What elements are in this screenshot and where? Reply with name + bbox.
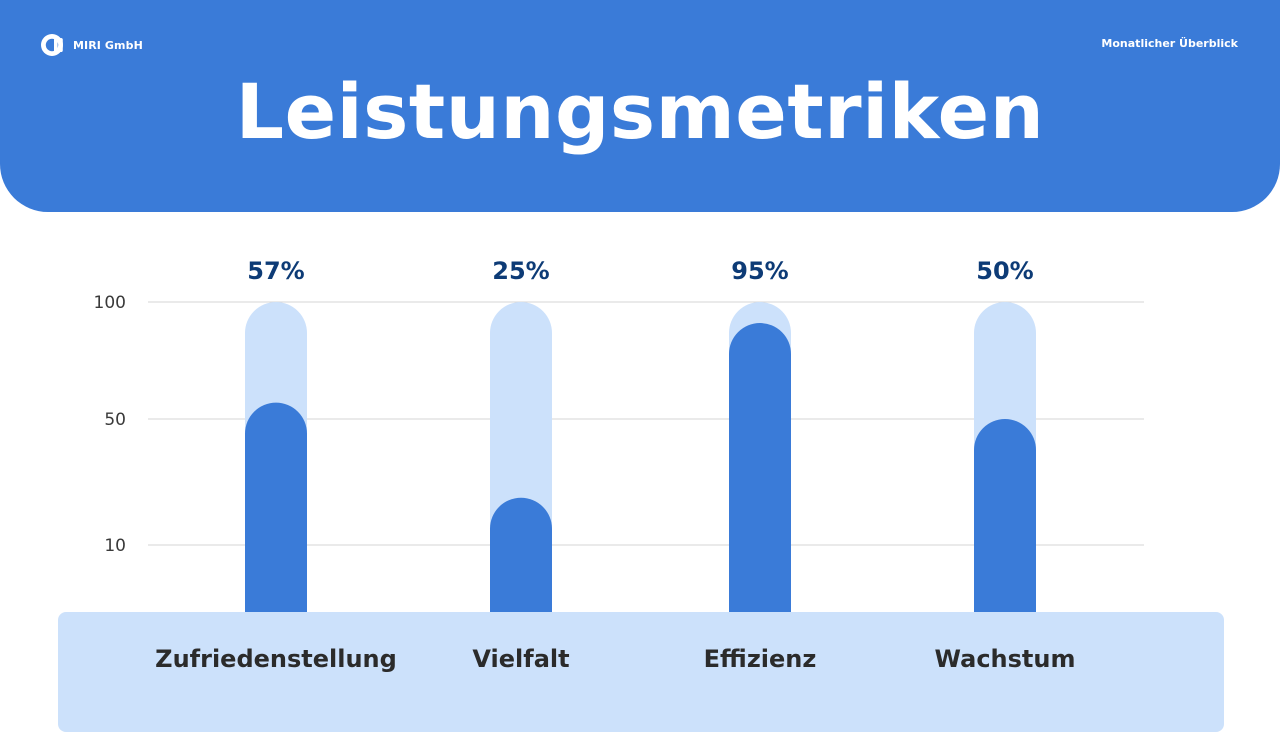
bar (490, 497, 552, 612)
miri-logo-icon (41, 34, 63, 56)
header-banner: MIRI GmbH Monatlicher Überblick Leistung… (0, 0, 1280, 212)
brand-name: MIRI GmbH (73, 38, 143, 52)
header-subtitle: Monatlicher Überblick (1101, 37, 1238, 50)
data-label: 57% (247, 257, 304, 285)
y-tick-label: 100 (94, 293, 126, 313)
bar (729, 323, 791, 612)
data-label: 50% (976, 257, 1033, 285)
category-label: Wachstum (935, 645, 1076, 673)
bar (974, 419, 1036, 612)
category-label: Zufriedenstellung (155, 645, 397, 673)
category-label: Vielfalt (472, 645, 569, 673)
data-label: 95% (731, 257, 788, 285)
page-title: Leistungsmetriken (235, 67, 1045, 156)
y-tick-label: 10 (104, 536, 126, 556)
category-label: Effizienz (704, 645, 817, 673)
y-tick-label: 50 (104, 410, 126, 430)
brand-logo: MIRI GmbH (40, 32, 143, 58)
bar (245, 402, 307, 612)
category-label-band (58, 612, 1224, 732)
data-label: 25% (492, 257, 549, 285)
